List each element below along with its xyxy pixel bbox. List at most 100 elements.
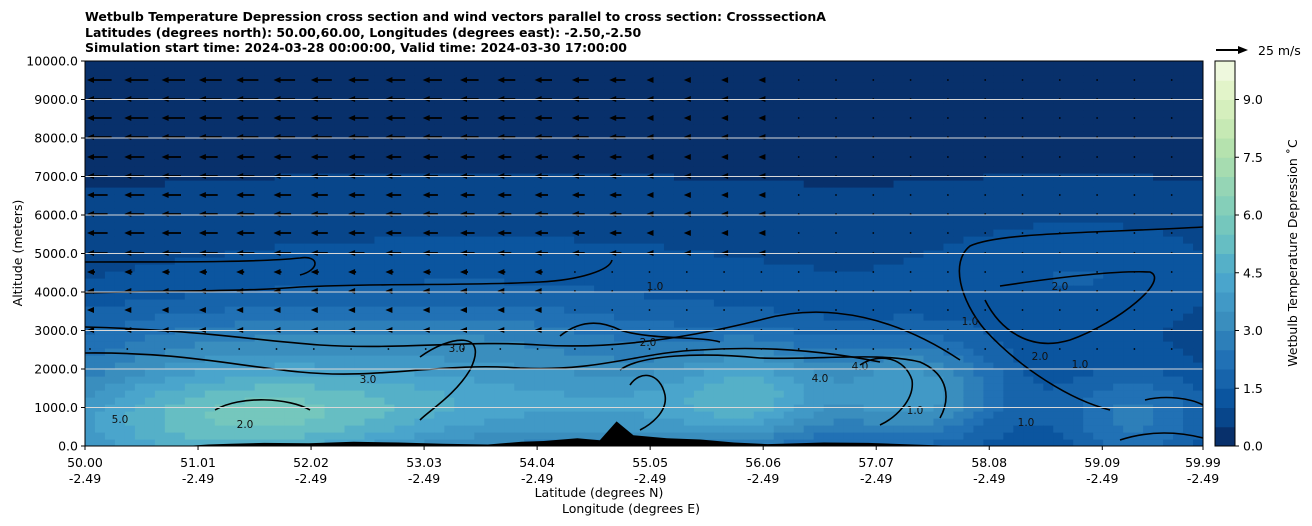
field-cell bbox=[504, 61, 515, 69]
field-cell bbox=[134, 187, 146, 195]
field-cell bbox=[584, 278, 595, 286]
field-cell bbox=[244, 390, 256, 398]
field-cell bbox=[464, 278, 475, 286]
field-cell bbox=[284, 418, 296, 426]
field-cell bbox=[693, 334, 705, 342]
field-cell bbox=[324, 201, 336, 209]
field-cell bbox=[933, 236, 945, 244]
field-cell bbox=[823, 124, 835, 132]
field-cell bbox=[124, 187, 136, 195]
field-cell bbox=[803, 334, 815, 342]
field-cell bbox=[793, 439, 805, 446]
field-cell bbox=[703, 215, 715, 223]
field-cell bbox=[434, 348, 445, 356]
field-cell bbox=[514, 376, 525, 384]
field-cell bbox=[494, 180, 505, 188]
field-cell bbox=[104, 215, 116, 223]
field-cell bbox=[524, 187, 535, 195]
field-cell bbox=[134, 243, 146, 251]
field-cell bbox=[524, 145, 535, 153]
field-cell bbox=[294, 257, 306, 265]
field-cell bbox=[963, 292, 975, 300]
field-cell bbox=[204, 166, 216, 174]
field-cell bbox=[164, 201, 176, 209]
field-cell bbox=[124, 376, 136, 384]
field-cell bbox=[494, 348, 505, 356]
field-cell bbox=[334, 348, 346, 356]
field-cell bbox=[254, 390, 266, 398]
field-cell bbox=[504, 348, 515, 356]
field-cell bbox=[494, 411, 505, 419]
field-cell bbox=[404, 89, 416, 97]
field-cell bbox=[114, 82, 126, 90]
field-cell bbox=[414, 432, 425, 440]
field-cell bbox=[304, 229, 316, 237]
field-cell bbox=[504, 418, 515, 426]
field-cell bbox=[803, 285, 815, 293]
field-cell bbox=[144, 418, 156, 426]
field-cell bbox=[134, 334, 146, 342]
field-cell bbox=[154, 201, 166, 209]
field-cell bbox=[254, 439, 266, 446]
field-cell bbox=[634, 348, 645, 356]
field-cell bbox=[434, 425, 445, 433]
field-cell bbox=[204, 285, 216, 293]
field-cell bbox=[683, 320, 695, 328]
field-cell bbox=[164, 285, 176, 293]
field-cell bbox=[534, 432, 545, 440]
field-cell bbox=[514, 131, 525, 139]
field-cell bbox=[594, 362, 605, 370]
field-cell bbox=[274, 341, 286, 349]
field-cell bbox=[484, 432, 495, 440]
field-cell bbox=[474, 145, 485, 153]
field-cell bbox=[634, 61, 645, 69]
field-cell bbox=[653, 369, 665, 377]
field-cell bbox=[644, 82, 655, 90]
field-cell bbox=[614, 271, 625, 279]
field-cell bbox=[923, 110, 935, 118]
field-cell bbox=[134, 110, 146, 118]
field-cell bbox=[843, 439, 855, 446]
field-cell bbox=[554, 278, 565, 286]
field-cell bbox=[983, 159, 994, 167]
field-cell bbox=[673, 194, 685, 202]
field-cell bbox=[314, 68, 326, 76]
field-cell bbox=[783, 383, 795, 391]
field-cell bbox=[184, 334, 196, 342]
field-cell bbox=[114, 348, 126, 356]
field-cell bbox=[514, 369, 525, 377]
field-cell bbox=[434, 222, 445, 230]
field-cell bbox=[484, 264, 495, 272]
field-cell bbox=[144, 334, 156, 342]
field-cell bbox=[653, 362, 665, 370]
field-cell bbox=[723, 110, 735, 118]
field-cell bbox=[85, 313, 96, 321]
field-cell bbox=[524, 376, 535, 384]
field-cell bbox=[514, 432, 525, 440]
field-cell bbox=[434, 236, 445, 244]
field-cell bbox=[923, 271, 935, 279]
field-cell bbox=[624, 131, 635, 139]
field-cell bbox=[384, 103, 396, 111]
field-cell bbox=[404, 313, 416, 321]
field-cell bbox=[85, 292, 96, 300]
field-cell bbox=[224, 110, 236, 118]
field-cell bbox=[763, 208, 775, 216]
field-cell bbox=[294, 362, 306, 370]
field-cell bbox=[723, 334, 735, 342]
field-cell bbox=[284, 439, 296, 446]
field-cell bbox=[883, 369, 895, 377]
field-cell bbox=[653, 257, 665, 265]
field-cell bbox=[304, 61, 316, 69]
field-cell bbox=[963, 341, 975, 349]
field-cell bbox=[703, 320, 715, 328]
field-cell bbox=[394, 166, 406, 174]
field-cell bbox=[494, 362, 505, 370]
field-cell bbox=[634, 103, 645, 111]
field-cell bbox=[254, 264, 266, 272]
field-cell bbox=[424, 180, 435, 188]
field-cell bbox=[903, 355, 915, 363]
field-cell bbox=[114, 432, 126, 440]
field-cell bbox=[534, 145, 545, 153]
field-cell bbox=[444, 138, 455, 146]
